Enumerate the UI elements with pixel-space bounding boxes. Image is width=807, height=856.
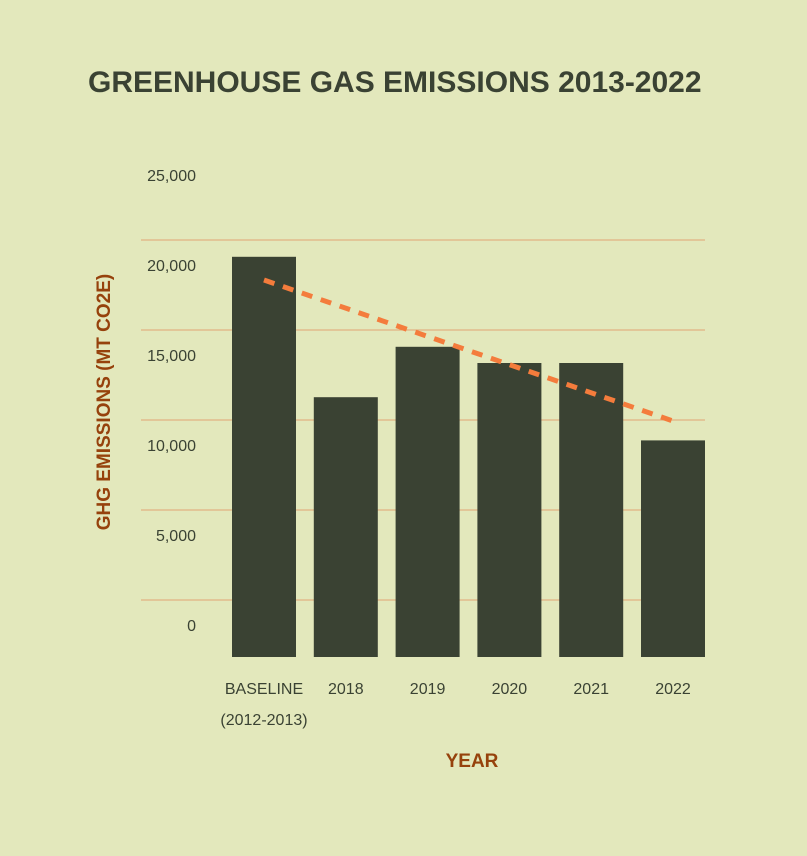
bar <box>477 363 542 657</box>
trendline-group <box>263 277 674 424</box>
x-tick-label: 2022 <box>655 681 691 698</box>
y-ticks: 0 5,000 10,000 15,000 20,000 25,000 <box>147 168 196 635</box>
x-tick-label: 2021 <box>573 681 609 698</box>
x-tick-label: 2018 <box>328 681 364 698</box>
bar <box>641 440 705 657</box>
bar <box>395 346 460 657</box>
trendline <box>263 277 674 424</box>
y-tick-label: 25,000 <box>147 168 196 185</box>
bar <box>313 397 378 657</box>
y-axis-label: GHG EMISSIONS (MT CO2E) <box>94 274 115 531</box>
y-tick-label: 20,000 <box>147 258 196 275</box>
y-tick-label: 10,000 <box>147 438 196 455</box>
bar <box>232 256 296 657</box>
chart-title: GREENHOUSE GAS EMISSIONS 2013-2022 <box>88 66 702 99</box>
bar <box>559 363 624 657</box>
x-ticks: BASELINE (2012-2013) 2018 2019 2020 2021 2022 <box>220 681 690 729</box>
x-axis-label: YEAR <box>446 751 499 772</box>
y-tick-label: 15,000 <box>147 348 196 365</box>
y-tick-label: 0 <box>187 618 196 635</box>
x-tick-label: 2020 <box>492 681 528 698</box>
x-tick-label: BASELINE <box>225 681 303 698</box>
x-tick-label: (2012-2013) <box>220 712 307 729</box>
x-tick-label: 2019 <box>410 681 446 698</box>
y-tick-label: 5,000 <box>156 528 196 545</box>
bars <box>232 256 705 657</box>
